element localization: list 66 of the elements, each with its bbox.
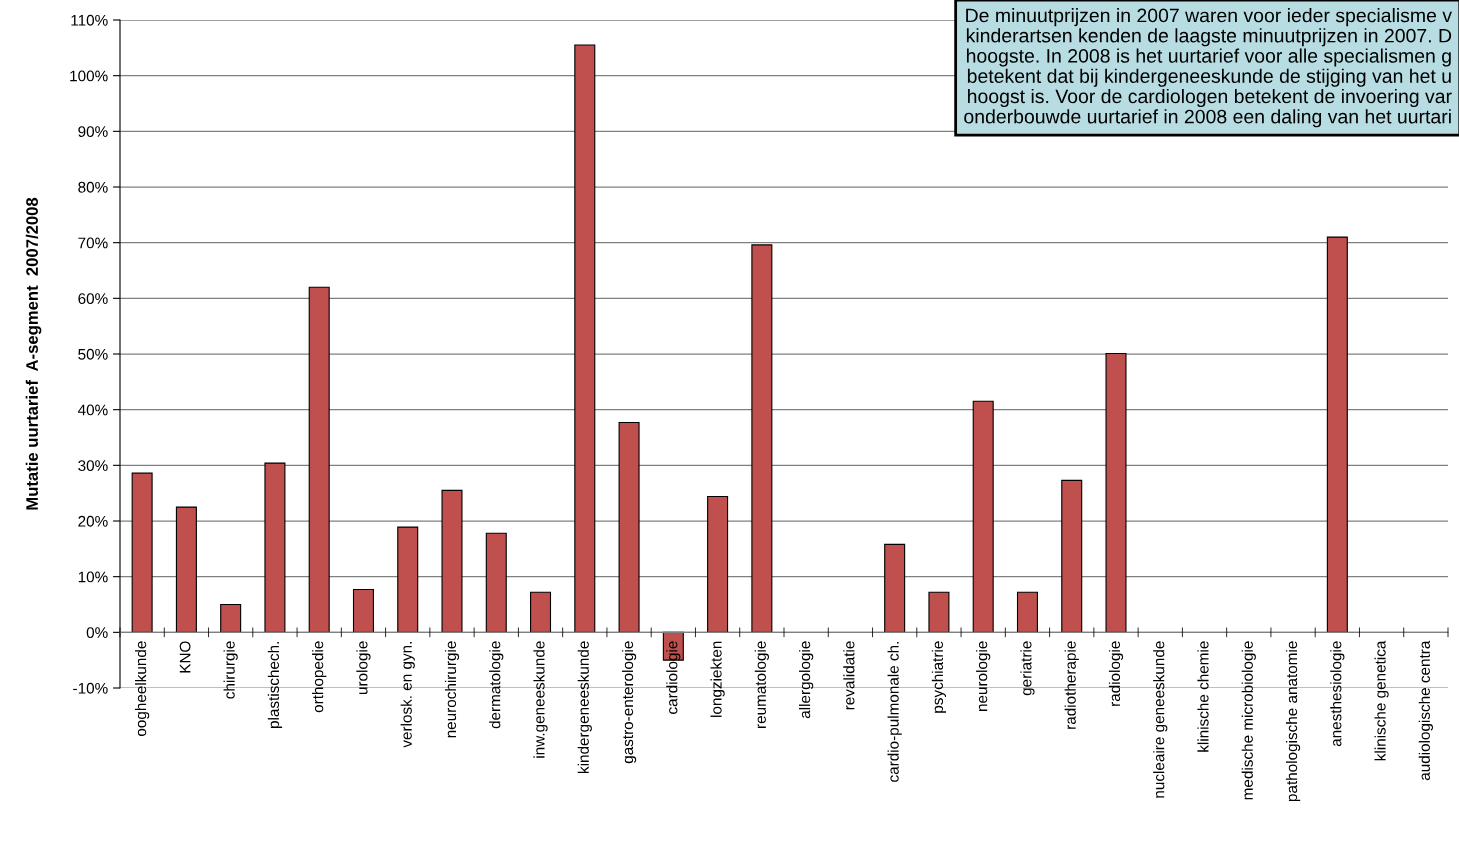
bar — [530, 591, 552, 633]
x-tick-label: geriatrie — [1020, 641, 1035, 696]
bar — [972, 400, 994, 633]
bar — [175, 506, 197, 633]
bar — [485, 532, 507, 633]
y-tick-label: 10% — [78, 571, 108, 583]
x-tick-label: inw.geneeskunde — [533, 641, 548, 758]
x-tick-label: pathologische anatomie — [1285, 641, 1301, 802]
x-tick-label: neurochirurgie — [444, 641, 460, 738]
x-tick-label: psychiatrie — [931, 641, 947, 713]
bar — [1105, 352, 1127, 633]
y-tick-label: 50% — [78, 348, 108, 360]
x-tick-label: longziekten — [710, 641, 725, 717]
bar — [352, 588, 374, 633]
x-tick-label: radiotherapie — [1064, 641, 1079, 729]
y-tick-label: 70% — [78, 237, 108, 249]
annotation: De minuutprijzen in 2007 waren voor ieder specialisme v kinderartsen kenden de laagste minuutprijzen in 2007. D hoogste. In 2008 is het uurtarief voor alle specialismen g betekent dat bij kindergeneeskunde de stijging van het u hoogst is. Voor de cardiologen betekent de invoering var onderbouwde uurtarief in 2008 een daling van het uurtari — [964, 8, 1452, 128]
y-tick-label: 80% — [78, 181, 108, 193]
x-tick-label: allergologie — [799, 641, 814, 719]
x-tick-label: cardiologie — [666, 641, 681, 714]
x-tick-label: dermatologie — [489, 641, 504, 729]
bar — [264, 462, 286, 633]
x-tick-label: chirurgie — [223, 641, 238, 699]
x-tick-label: klinische genetica — [1374, 640, 1389, 761]
bar — [751, 244, 773, 633]
bar — [884, 543, 906, 633]
bar — [1016, 591, 1038, 633]
y-tick-label: 30% — [78, 460, 108, 472]
bar — [308, 286, 330, 633]
x-tick-label: klinische chemie — [1197, 641, 1209, 752]
y-tick-label: 60% — [78, 293, 108, 305]
x-tick-label: verlosk. en gyn. — [400, 642, 415, 748]
bar — [220, 603, 242, 633]
bar — [441, 489, 463, 633]
bar — [397, 526, 419, 633]
bar — [707, 495, 729, 633]
x-tick-label: KNO — [179, 641, 191, 673]
bar — [1326, 236, 1348, 633]
bar — [131, 472, 153, 633]
x-tick-label: cardio-pulmonale ch. — [887, 642, 902, 782]
y-tick-label: 0% — [86, 627, 108, 639]
x-tick-label: nucleaire geneeskunde — [1153, 641, 1168, 798]
x-tick-label: plastischech. — [267, 642, 283, 728]
x-tick-label: oogheelkunde — [135, 641, 150, 737]
y-tick-label: 40% — [77, 404, 108, 416]
y-axis-title: Mutatie uurtarief A-segment 2007/2008 — [25, 197, 42, 510]
x-tick-label: reumatologie — [754, 641, 769, 728]
y-tick-label: 90% — [78, 126, 108, 138]
x-tick-label: neurologie — [976, 641, 991, 711]
x-tick-label: audiologische centra — [1418, 640, 1433, 781]
x-tick-label: orthopedie — [312, 641, 327, 713]
y-tick-label: 110% — [71, 14, 108, 26]
x-tick-label: revalidatie — [843, 641, 855, 710]
x-tick-label: kindergeneeskunde — [577, 641, 592, 773]
x-tick-label: medische microbiologie — [1241, 641, 1256, 800]
x-tick-label: urologie — [356, 641, 371, 695]
y-tick-label: -10% — [73, 682, 108, 694]
bar — [1061, 479, 1083, 633]
bar — [618, 421, 640, 633]
x-tick-label: radiologie — [1108, 641, 1124, 706]
x-tick-label: gastro-enterologie — [621, 641, 637, 764]
y-tick-label: 100% — [70, 70, 108, 82]
bar — [928, 591, 950, 633]
x-tick-label: anesthesiologie — [1330, 641, 1345, 747]
y-tick-label: 20% — [78, 515, 108, 527]
bar — [574, 44, 596, 633]
